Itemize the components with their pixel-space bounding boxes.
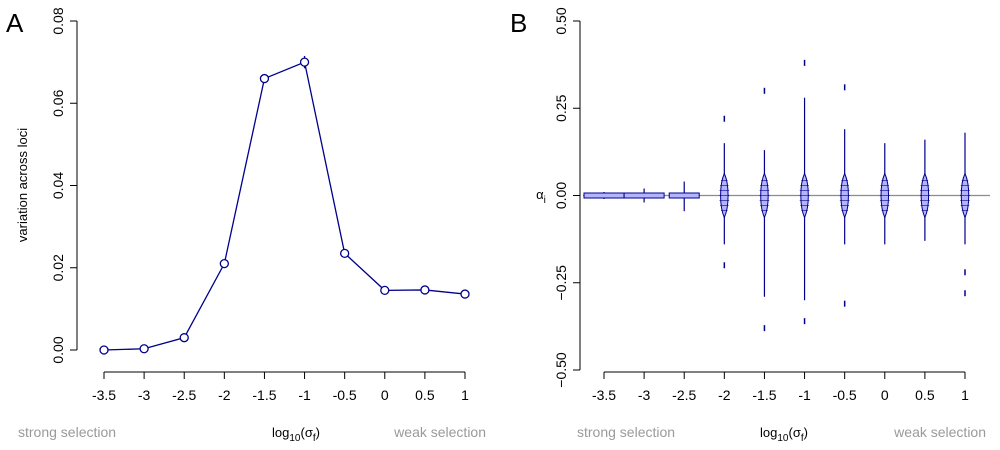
series-line <box>103 61 466 351</box>
x-tick-label: 0 <box>881 387 889 403</box>
panel-a-annotation-weak: weak selection <box>393 424 486 440</box>
y-tick-label: 0.06 <box>50 89 66 116</box>
y-tick-label: 0.00 <box>553 182 569 209</box>
x-tick-label: 1 <box>461 387 469 403</box>
panel-b-series <box>583 59 990 332</box>
data-point <box>99 345 109 355</box>
x-tick-label: -1 <box>298 387 311 403</box>
panel-letter-b: B <box>510 8 527 38</box>
panel-a-series <box>99 55 470 355</box>
x-tick-label: -1.5 <box>752 387 776 403</box>
data-point <box>219 258 229 269</box>
x-tick-label: -2.5 <box>672 387 696 403</box>
y-tick-label: 0.50 <box>553 7 569 34</box>
panel-b: B αi −0.50−0.250.000.250.50 -3.5 -3 -2.5 -2… <box>510 7 990 444</box>
x-tick-label: -2.5 <box>172 387 196 403</box>
data-point <box>179 333 189 343</box>
x-tick-label: -3.5 <box>92 387 116 403</box>
data-point <box>340 248 350 259</box>
panel-b-x-axis: -3.5 -3 -2.5 -2 -1.5 -1 -0.5 0 0.5 1 <box>592 371 969 403</box>
data-point <box>139 344 149 354</box>
panel-a-x-axis: -3.5 -3 -2.5 -2 -1.5 -1 -0.5 0 0.5 1 <box>92 371 469 403</box>
x-tick-label: -0.5 <box>833 387 857 403</box>
x-tick-label: 0 <box>381 387 389 403</box>
x-tick-label: -3 <box>638 387 651 403</box>
violin-body <box>668 192 700 199</box>
x-tick-label: -3 <box>138 387 151 403</box>
x-tick-label: -2 <box>718 387 731 403</box>
x-tick-label: 0.5 <box>415 387 435 403</box>
y-tick-label: 0.02 <box>50 254 66 281</box>
panel-b-x-axis-label: log10(σf) <box>760 425 808 444</box>
panel-a-annotation-strong: strong selection <box>18 424 116 440</box>
panel-b-annotation-weak: weak selection <box>893 424 986 440</box>
x-tick-label: -0.5 <box>333 387 357 403</box>
x-tick-label: -3.5 <box>592 387 616 403</box>
panel-b-y-axis: −0.50 −0.25 0.00 0.25 0.50 <box>553 7 581 388</box>
x-tick-label: -1 <box>798 387 811 403</box>
data-point <box>380 285 390 296</box>
violin-body <box>623 192 665 199</box>
x-tick-label: 0.5 <box>915 387 935 403</box>
y-tick-label: 0.00 <box>50 336 66 363</box>
panel-b-y-axis-label: αi <box>536 187 546 206</box>
panel-a-x-axis-label: log10(σf) <box>272 425 320 444</box>
panel-a: A variation across loci 0.00 0.02 0.04 0.06… <box>6 7 486 444</box>
y-tick-label: −0.50 <box>553 352 569 388</box>
data-point <box>259 73 270 84</box>
panel-a-y-axis-label: variation across loci <box>15 128 30 242</box>
panel-b-annotation-strong: strong selection <box>577 424 675 440</box>
violin-body <box>583 192 625 199</box>
y-tick-label: 0.04 <box>50 172 66 199</box>
panel-letter-a: A <box>6 8 24 38</box>
y-tick-label: 0.25 <box>553 94 569 121</box>
x-tick-label: 1 <box>961 387 969 403</box>
x-tick-label: -2 <box>218 387 231 403</box>
data-point <box>299 57 310 67</box>
data-point <box>420 285 430 295</box>
y-tick-label: −0.25 <box>553 265 569 301</box>
panel-a-y-axis: 0.00 0.02 0.04 0.06 0.08 <box>50 7 78 364</box>
y-tick-label: 0.08 <box>50 7 66 34</box>
x-tick-label: -1.5 <box>252 387 276 403</box>
data-point <box>460 289 470 299</box>
